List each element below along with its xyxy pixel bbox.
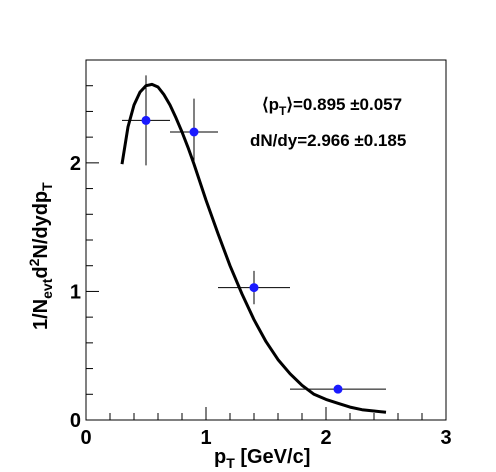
x-tick-label: 2 <box>320 427 331 449</box>
x-axis-title: pT [GeV/c] <box>214 446 310 471</box>
x-tick-label: 0 <box>80 427 91 449</box>
data-points-group <box>122 75 386 394</box>
fit-curve <box>120 82 387 414</box>
annotation-mean-pt: ⟨pT⟩=0.895 ±0.057 <box>262 95 402 118</box>
fit-curve-group <box>120 82 387 414</box>
data-point <box>249 283 259 293</box>
data-point <box>333 384 343 394</box>
annotation-dndy: dN/dy=2.966 ±0.185 <box>250 131 406 150</box>
data-point <box>141 115 151 125</box>
y-tick-label: 2 <box>70 153 81 175</box>
x-tick-label: 1 <box>200 427 211 449</box>
y-tick-label: 1 <box>70 281 81 303</box>
x-tick-label: 3 <box>440 427 451 449</box>
ticks-group: 0 1 2 3 0 1 2 <box>70 59 452 449</box>
y-tick-label: 0 <box>70 410 81 432</box>
y-axis-title: 1/Nevtd2N/dydpT <box>26 182 55 330</box>
data-point <box>189 127 199 137</box>
